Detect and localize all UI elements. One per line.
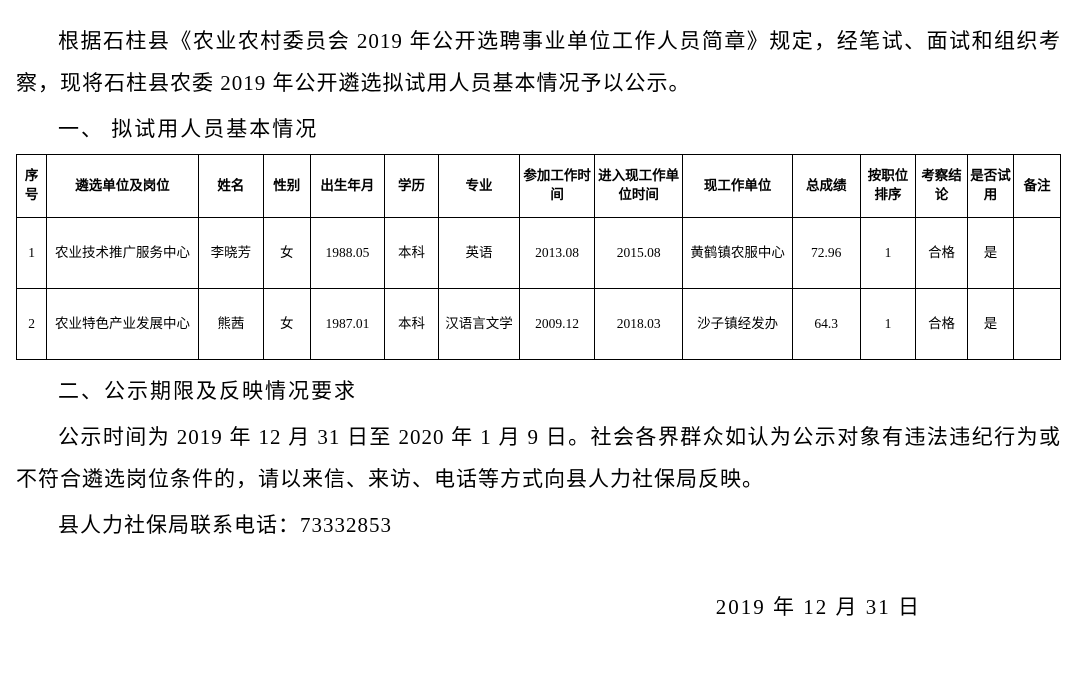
intro-paragraph: 根据石柱县《农业农村委员会 2019 年公开选聘事业单位工作人员简章》规定，经笔… [16,20,1061,104]
cell-major: 汉语言文学 [438,289,520,360]
table-row: 1 农业技术推广服务中心 李晓芳 女 1988.05 本科 英语 2013.08… [17,218,1061,289]
cell-curtime: 2018.03 [594,289,683,360]
cell-worktime: 2009.12 [520,289,595,360]
section-heading-1: 一、 拟试用人员基本情况 [16,108,1061,150]
personnel-table: 序号 遴选单位及岗位 姓名 性别 出生年月 学历 专业 参加工作时间 进入现工作… [16,154,1061,360]
cell-curunit: 沙子镇经发办 [683,289,793,360]
col-header-exam: 考察结论 [916,155,967,218]
cell-remark [1014,289,1061,360]
cell-gender: 女 [264,289,311,360]
cell-rank: 1 [860,289,916,360]
cell-curtime: 2015.08 [594,218,683,289]
contact-paragraph: 县人力社保局联系电话：73332853 [16,504,1061,546]
col-header-score: 总成绩 [792,155,860,218]
col-header-worktime: 参加工作时间 [520,155,595,218]
col-header-major: 专业 [438,155,520,218]
cell-edu: 本科 [385,218,439,289]
cell-gender: 女 [264,218,311,289]
cell-trial: 是 [967,218,1014,289]
cell-edu: 本科 [385,289,439,360]
cell-worktime: 2013.08 [520,218,595,289]
cell-birth: 1987.01 [310,289,385,360]
col-header-unit: 遴选单位及岗位 [47,155,198,218]
col-header-remark: 备注 [1014,155,1061,218]
cell-score: 72.96 [792,218,860,289]
col-header-name: 姓名 [198,155,263,218]
cell-curunit: 黄鹤镇农服中心 [683,218,793,289]
cell-birth: 1988.05 [310,218,385,289]
section-heading-2: 二、公示期限及反映情况要求 [16,370,1061,412]
col-header-gender: 性别 [264,155,311,218]
cell-unit: 农业特色产业发展中心 [47,289,198,360]
col-header-edu: 学历 [385,155,439,218]
cell-score: 64.3 [792,289,860,360]
cell-major: 英语 [438,218,520,289]
date-line: 2019 年 12 月 31 日 [16,586,1061,628]
cell-seq: 1 [17,218,47,289]
col-header-birth: 出生年月 [310,155,385,218]
col-header-trial: 是否试用 [967,155,1014,218]
col-header-curtime: 进入现工作单位时间 [594,155,683,218]
col-header-rank: 按职位排序 [860,155,916,218]
cell-trial: 是 [967,289,1014,360]
cell-name: 李晓芳 [198,218,263,289]
col-header-seq: 序号 [17,155,47,218]
cell-remark [1014,218,1061,289]
table-row: 2 农业特色产业发展中心 熊茜 女 1987.01 本科 汉语言文学 2009.… [17,289,1061,360]
cell-name: 熊茜 [198,289,263,360]
table-header-row: 序号 遴选单位及岗位 姓名 性别 出生年月 学历 专业 参加工作时间 进入现工作… [17,155,1061,218]
cell-seq: 2 [17,289,47,360]
col-header-curunit: 现工作单位 [683,155,793,218]
cell-exam: 合格 [916,218,967,289]
cell-rank: 1 [860,218,916,289]
cell-exam: 合格 [916,289,967,360]
notice-period-paragraph: 公示时间为 2019 年 12 月 31 日至 2020 年 1 月 9 日。社… [16,416,1061,500]
cell-unit: 农业技术推广服务中心 [47,218,198,289]
